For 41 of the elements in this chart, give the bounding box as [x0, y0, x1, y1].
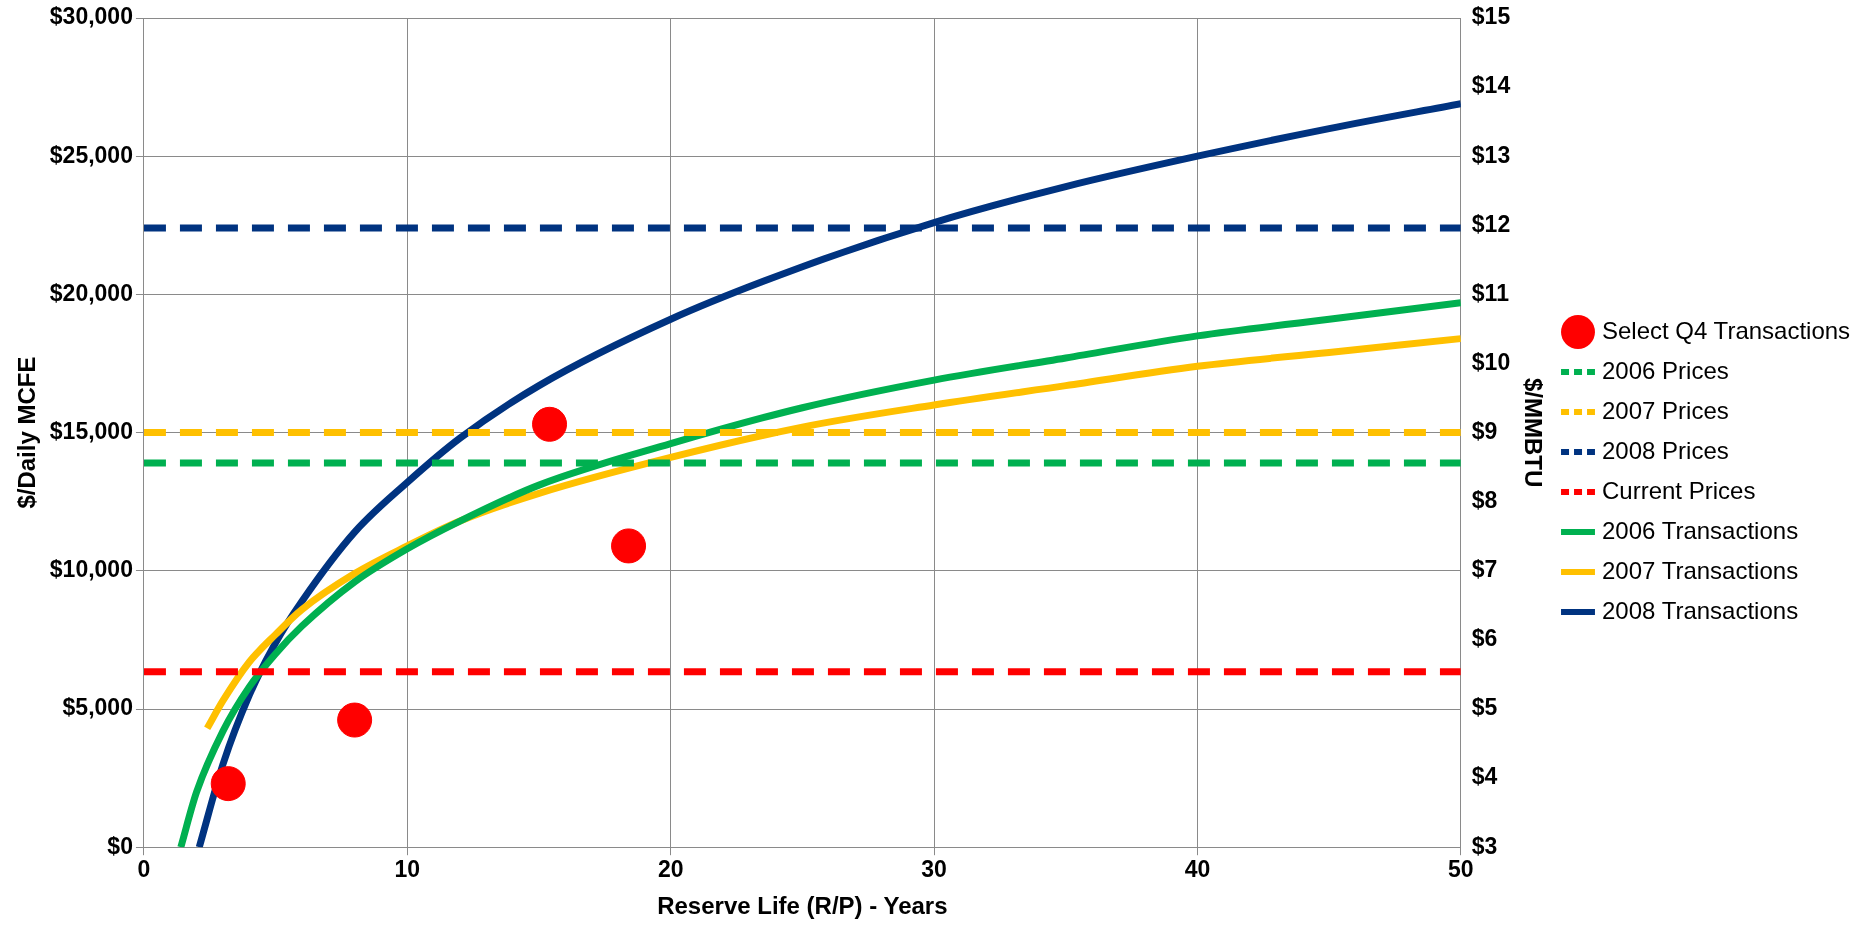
legend-label: Current Prices: [1602, 476, 1756, 504]
x-tick-label: 0: [137, 856, 151, 883]
y-tick-label: $30,000: [49, 3, 133, 30]
y2-tick-label: $5: [1471, 694, 1498, 721]
y2-tick-label: $8: [1471, 487, 1498, 514]
y-tick-label: $15,000: [49, 417, 133, 444]
y2-tick-label: $7: [1471, 556, 1498, 583]
y-tick-label: $5,000: [62, 694, 133, 721]
x-tick-label: 30: [921, 856, 947, 883]
y-tick-label: $0: [107, 832, 133, 859]
y2-tick-label: $13: [1471, 141, 1511, 168]
y2-tick-label: $4: [1471, 763, 1498, 790]
legend-label: 2008 Transactions: [1602, 596, 1799, 624]
y2-tick-label: $9: [1471, 417, 1498, 444]
y2-tick-label: $3: [1471, 832, 1498, 859]
legend-label: 2007 Transactions: [1602, 556, 1799, 584]
y2-tick-label: $6: [1471, 625, 1498, 652]
legend-label: 2008 Prices: [1602, 436, 1729, 464]
point: [611, 528, 647, 564]
x-tick-label: 10: [394, 856, 421, 883]
y2-tick-label: $14: [1471, 72, 1511, 99]
x-tick-label: 20: [657, 856, 684, 883]
legend-label: 2006 Transactions: [1602, 516, 1799, 544]
point: [532, 406, 568, 442]
y2-tick-label: $15: [1471, 3, 1511, 30]
y2-tick-label: $12: [1471, 210, 1511, 237]
legend-label: 2006 Prices: [1602, 356, 1729, 384]
x-axis-title: Reserve Life (R/P) - Years: [657, 892, 948, 920]
y2-axis-title: $/MMBTU: [1519, 377, 1547, 488]
point: [210, 766, 246, 802]
legend-label: Select Q4 Transactions: [1602, 316, 1851, 344]
y-tick-label: $25,000: [49, 141, 133, 168]
y2-tick-label: $10: [1471, 348, 1511, 375]
y-axis-title: $/Daily MCFE: [13, 356, 41, 509]
x-tick-label: 50: [1448, 856, 1474, 883]
legend-label: 2007 Prices: [1602, 396, 1729, 424]
x-tick-label: 40: [1184, 856, 1211, 883]
y-tick-label: $10,000: [49, 556, 133, 583]
y-tick-label: $20,000: [49, 279, 133, 306]
y2-tick-label: $11: [1471, 279, 1510, 306]
point: [337, 702, 373, 738]
